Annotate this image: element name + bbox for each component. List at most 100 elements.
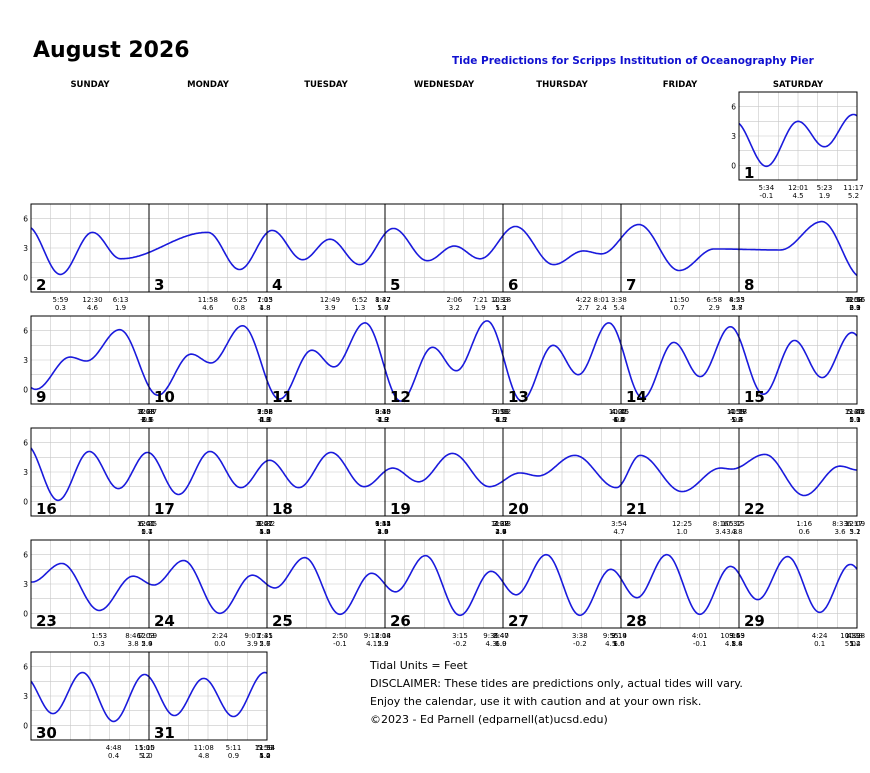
extreme-time: 5:30 [847,408,863,416]
extreme-time: 9:19 [611,632,627,640]
extreme-time: 9:40 [375,408,391,416]
day-number: 3 [154,276,164,294]
extreme-height: 1.9 [475,304,486,312]
extreme-height: 2.9 [709,304,720,312]
extreme-time: 3:13 [375,408,391,416]
extreme-time: 11:17 [843,184,863,192]
extreme-time: 1:01 [257,520,273,528]
extreme-height: 5.0 [731,416,742,424]
extreme-time: 10:12 [491,408,511,416]
extreme-time: 11:05 [134,744,154,752]
extreme-time: 12:32 [255,520,275,528]
extreme-height: 5.4 [259,752,271,760]
extreme-time: 11:08 [194,744,214,752]
extreme-height: 0.0 [214,640,225,648]
day-number: 2 [36,276,46,294]
extreme-height: 3.4 [715,528,727,536]
extreme-time: 11:33 [255,744,275,752]
y-tick-label: 3 [23,244,28,253]
extreme-height: 5.7 [731,304,742,312]
extreme-time: 6:58 [706,296,722,304]
extreme-time: 3:38 [611,296,627,304]
extreme-time: 1:35 [257,632,273,640]
extreme-time: 7:47 [257,520,273,528]
extreme-height: 6.8 [259,416,270,424]
extreme-time: 2:40 [493,632,509,640]
extreme-height: 4.3 [377,416,388,424]
extreme-time: 1:34 [375,520,391,528]
extreme-time: 9:08 [257,408,273,416]
day-cell [738,203,858,293]
y-tick-label: 6 [23,327,28,336]
weekday-saturday: SATURDAY [772,80,824,90]
y-tick-label: 3 [731,132,736,141]
extreme-time: 7:03 [139,632,155,640]
tide-curve [31,553,858,617]
extreme-time: 11:54 [255,744,276,752]
day-number: 7 [626,276,636,294]
extreme-height: 5.0 [377,304,388,312]
day-number: 1 [744,164,754,182]
extreme-time: 1:53 [91,632,107,640]
weekday-thursday: THURSDAY [536,80,588,90]
weekday-monday: MONDAY [187,80,229,90]
day-number: 14 [626,388,647,406]
extreme-time: 7:56 [257,408,273,416]
y-tick-label: 0 [23,497,28,506]
extreme-height: 0.9 [228,752,239,760]
extreme-height: 5.2 [139,752,150,760]
extreme-height: 0.7 [674,304,685,312]
day-number: 29 [744,612,765,630]
day-number: 21 [626,500,647,518]
extreme-time: 1:16 [796,520,812,528]
extreme-height: 2.9 [495,528,506,536]
extreme-time: 8:16 [713,520,729,528]
extreme-time: 2:08 [375,632,391,640]
extreme-time: 12:37 [137,408,157,416]
y-tick-label: 3 [23,356,28,365]
disclaimer-note: DISCLAIMER: These tides are predictions … [370,677,743,690]
extreme-time: 11:58 [198,296,218,304]
extreme-time: 3:15 [452,632,468,640]
extreme-height: 0.8 [234,304,245,312]
extreme-height: 1.7 [377,304,388,312]
extreme-time: 12:25 [137,520,157,528]
extreme-time: 4:01 [692,632,708,640]
extreme-time: 7:41 [257,632,273,640]
extreme-height: -0.9 [612,416,626,424]
extreme-height: 1.9 [377,416,388,424]
extreme-time: 4:28 [847,632,863,640]
extreme-height: 5.1 [141,528,152,536]
extreme-height: 0.7 [141,528,152,536]
extreme-height: 3.6 [141,416,153,424]
day-cell [738,539,858,629]
day-number: 26 [390,612,411,630]
extreme-height: -0.5 [730,416,744,424]
extreme-time: 6:17 [847,520,863,528]
extreme-time: 2:33 [493,296,509,304]
extreme-height: 1.6 [613,640,625,648]
y-tick-label: 6 [731,103,736,112]
extreme-time: 6:13 [113,296,129,304]
extreme-height: 4.8 [198,752,209,760]
extreme-height: 1.2 [849,640,860,648]
day-number: 28 [626,612,647,630]
extreme-height: 3.4 [377,528,389,536]
day-number: 5 [390,276,400,294]
extreme-height: 6.4 [613,416,625,424]
y-tick-label: 3 [23,468,28,477]
extreme-height: 3.8 [128,640,139,648]
weekday-friday: FRIDAY [662,80,698,90]
y-tick-label: 3 [23,692,28,701]
weekday-wednesday: WEDNESDAY [413,80,475,90]
tide-curve [30,220,858,277]
extreme-time: 2:24 [212,632,228,640]
extreme-height: 4.0 [259,416,270,424]
extreme-time: 10:28 [845,632,865,640]
extreme-height: 4.2 [259,528,270,536]
extreme-height: 7.0 [377,416,388,424]
weekday-sunday: SUNDAY [70,80,110,90]
extreme-height: 1.3 [354,304,365,312]
extreme-height: -0.2 [573,640,587,648]
day-number: 25 [272,612,293,630]
